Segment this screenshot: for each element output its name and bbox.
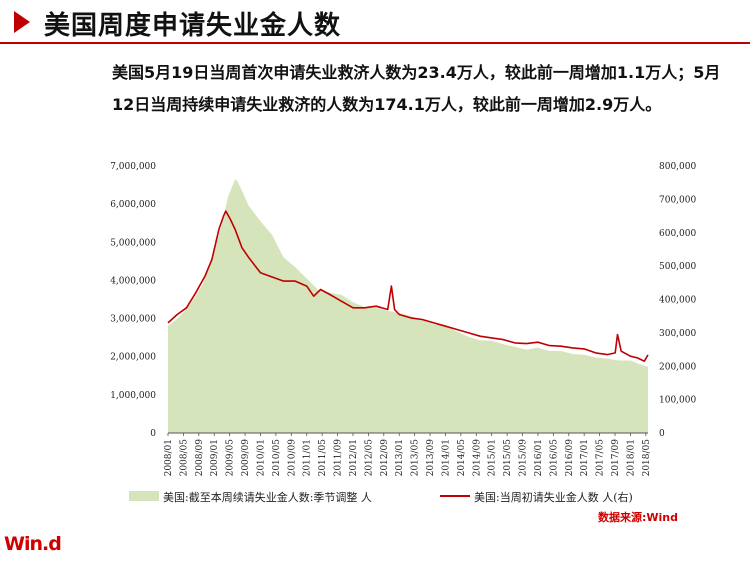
x-tick-label: 2013/05 [411,439,421,477]
y-right-tick-label: 700,000 [659,195,696,205]
area-series-continuing-claims [168,179,648,433]
x-tick-label: 2012/09 [380,439,390,477]
area-series-layer [168,179,648,433]
x-tick-label: 2016/05 [549,439,559,477]
x-tick-label: 2016/09 [565,439,575,477]
y-right-tick-label: 600,000 [659,229,696,239]
y-right-tick-label: 400,000 [659,296,696,306]
summary-text: 美国5月19日当周首次申请失业救济人数为23.4万人，较此前一周增加1.1万人；… [112,63,721,114]
y-right-tick-label: 800,000 [659,162,696,172]
x-tick-label: 2012/05 [364,439,374,477]
y-right-tick-label: 0 [659,429,665,439]
x-tick-label: 2013/09 [426,439,436,477]
x-tick-label: 2010/01 [256,439,266,476]
x-tick-label: 2015/01 [488,439,498,476]
title-marker-icon [14,11,30,33]
x-tick-label: 2008/01 [164,439,174,476]
x-tick-label: 2015/05 [503,439,513,477]
y-left-tick-label: 2,000,000 [110,353,156,363]
x-tick-label: 2011/09 [334,439,344,477]
y-left-tick-label: 5,000,000 [110,238,156,248]
x-tick-label: 2017/09 [611,439,621,477]
y-left-tick-label: 3,000,000 [110,315,156,325]
x-tick-label: 2015/09 [519,439,529,477]
legend-area-swatch [129,491,159,501]
line-series-initial-claims [167,210,649,363]
y-right-tick-label: 300,000 [659,329,696,339]
y-left-tick-label: 7,000,000 [110,162,156,172]
y-left-tick-label: 6,000,000 [110,200,156,210]
x-tick-label: 2012/01 [349,439,359,476]
line-series-layer [167,210,649,363]
x-tick-label: 2017/05 [596,439,606,477]
x-tick-label: 2011/05 [318,439,328,477]
x-tick-label: 2014/09 [472,439,482,477]
legend-area-label: 美国:截至本周续请失业金人数:季节调整 人 [163,490,372,504]
x-tick-label: 2008/05 [179,439,189,477]
x-tick-label: 2014/01 [441,439,451,476]
page-title: 美国周度申请失业金人数 [44,11,342,41]
y-left-tick-label: 1,000,000 [110,391,156,401]
legend: 美国:截至本周续请失业金人数:季节调整 人 美国:当周初请失业金人数 人(右) [129,490,633,504]
x-tick-label: 2016/01 [534,439,544,476]
x-tick-label: 2018/01 [626,439,636,476]
x-tick-label: 2011/01 [303,439,313,476]
x-tick-label: 2018/05 [642,439,652,477]
x-tick-label: 2010/05 [272,439,282,477]
x-tick-label: 2013/01 [395,439,405,476]
x-tick-label: 2009/05 [226,439,236,477]
axes-layer: 0 1,000,000 2,000,000 3,000,000 4,000,000 5,0… [110,162,696,476]
title-divider [0,42,750,44]
x-tick-label: 2010/09 [287,439,297,477]
y-right-tick-label: 100,000 [659,396,696,406]
wind-logo: Win.d [4,533,62,555]
x-tick-label: 2008/09 [195,439,205,477]
legend-line-label: 美国:当周初请失业金人数 人(右) [474,490,633,504]
x-tick-label: 2017/01 [580,439,590,476]
data-source: 数据来源:Wind [597,511,678,524]
y-left-tick-label: 4,000,000 [110,276,156,286]
y-left-tick-label: 0 [150,429,156,439]
x-tick-label: 2014/05 [457,439,467,477]
x-tick-label: 2009/09 [241,439,251,477]
y-right-tick-label: 500,000 [659,262,696,272]
y-right-tick-label: 200,000 [659,362,696,372]
x-tick-label: 2009/01 [210,439,220,476]
